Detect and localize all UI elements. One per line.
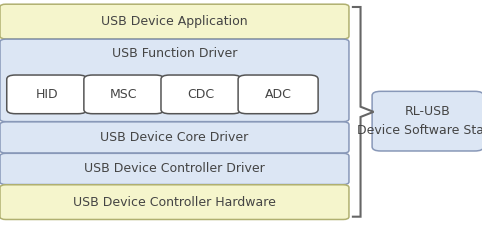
FancyBboxPatch shape [0, 153, 349, 185]
Text: RL-USB
Device Software Stack: RL-USB Device Software Stack [357, 105, 482, 137]
Text: USB Device Core Driver: USB Device Core Driver [100, 131, 249, 144]
Text: USB Device Controller Driver: USB Device Controller Driver [84, 162, 265, 175]
Text: HID: HID [36, 88, 58, 101]
FancyBboxPatch shape [0, 185, 349, 219]
FancyBboxPatch shape [372, 91, 482, 151]
FancyBboxPatch shape [0, 39, 349, 122]
Text: USB Function Driver: USB Function Driver [112, 47, 237, 60]
FancyBboxPatch shape [0, 4, 349, 39]
FancyBboxPatch shape [238, 75, 318, 114]
FancyBboxPatch shape [161, 75, 241, 114]
Text: ADC: ADC [265, 88, 292, 101]
FancyBboxPatch shape [84, 75, 164, 114]
FancyBboxPatch shape [7, 75, 87, 114]
Text: USB Device Application: USB Device Application [101, 15, 248, 28]
FancyBboxPatch shape [0, 122, 349, 153]
Text: USB Device Controller Hardware: USB Device Controller Hardware [73, 196, 276, 209]
Text: MSC: MSC [110, 88, 138, 101]
Text: CDC: CDC [187, 88, 214, 101]
